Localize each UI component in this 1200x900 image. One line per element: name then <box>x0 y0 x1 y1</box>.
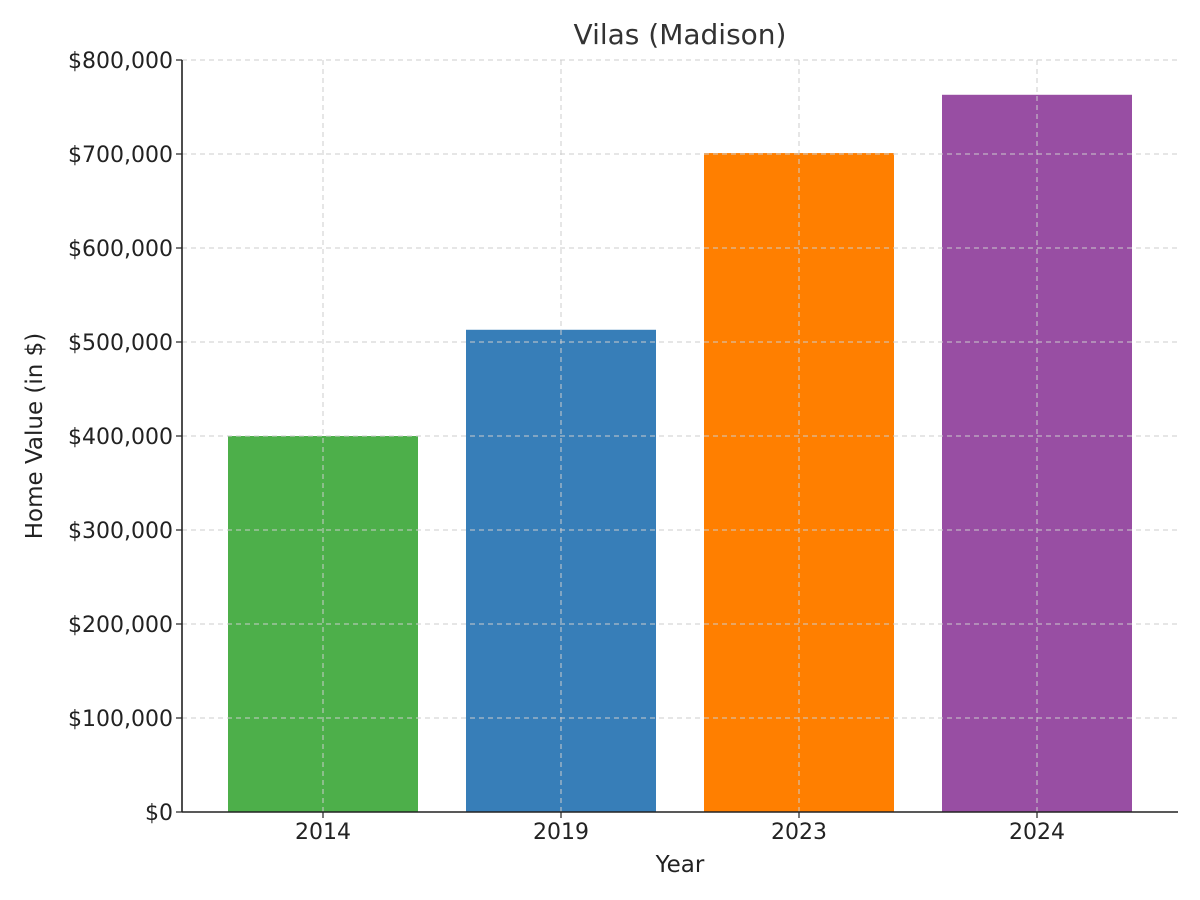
bar-2019 <box>466 329 656 812</box>
tick-labels: $0 $100,000 $200,000 $300,000 $400,000 $500,0… <box>68 49 1065 845</box>
y-tick-label: $700,000 <box>68 143 173 168</box>
x-tick-label: 2023 <box>771 820 827 845</box>
axes <box>176 59 1178 818</box>
x-tick-label: 2024 <box>1009 820 1065 845</box>
x-tick-label: 2019 <box>533 820 589 845</box>
bars <box>182 59 1178 812</box>
y-tick-label: $100,000 <box>68 707 173 732</box>
y-tick-label: $300,000 <box>68 519 173 544</box>
y-tick-label: $200,000 <box>68 613 173 638</box>
y-tick-label: $400,000 <box>68 425 173 450</box>
y-tick-label: $500,000 <box>68 331 173 356</box>
y-tick-label: $800,000 <box>68 49 173 74</box>
bar-2024 <box>942 94 1132 812</box>
y-tick-label: $0 <box>145 801 173 826</box>
y-tick-label: $600,000 <box>68 237 173 262</box>
x-tick-label: 2014 <box>295 820 351 845</box>
chart-title: Vilas (Madison) <box>574 18 787 51</box>
bar-2014 <box>228 436 418 812</box>
x-axis-label: Year <box>655 852 705 878</box>
y-axis-label: Home Value (in $) <box>22 333 48 540</box>
